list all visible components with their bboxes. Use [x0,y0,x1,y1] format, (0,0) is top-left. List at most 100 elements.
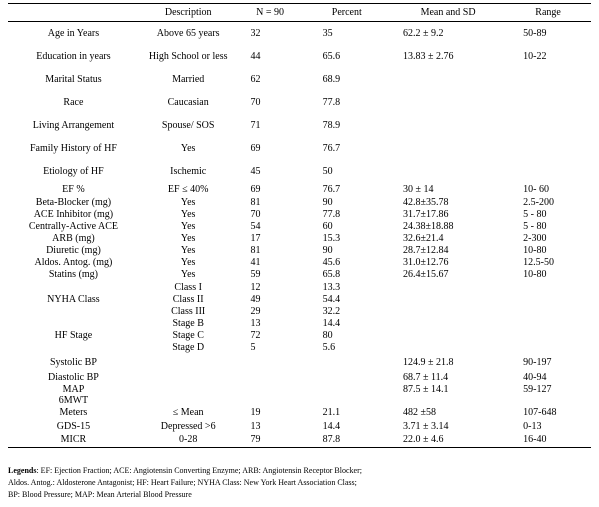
header-cell: Mean and SD [390,3,506,22]
table-cell: 44 [250,51,261,62]
table-cell: NYHA Class [47,293,100,305]
table-cell: 50-89 [523,28,547,39]
table-cell [505,281,591,293]
table-cell: 107-648 [523,407,557,418]
table-cell [303,353,391,371]
table-cell: Beta-Blocker (mg) [35,196,112,208]
table-cell: 62.2 ± 9.2 [402,28,444,39]
table-cell: 0-13 [523,420,542,432]
table-cell: Yes [180,208,196,220]
table-cell: 77.8 [322,97,341,108]
table-row: Etiology of HF Ischemic 45 50 [8,160,591,183]
table-cell [238,395,303,406]
table-cell: 5.6 [322,341,336,353]
table-cell: 68.7 ± 11.4 [402,371,449,383]
table-cell: 70 [250,97,261,108]
table-cell: Yes [180,232,196,244]
table-row: Class I 12 13.3 [8,281,591,293]
table-row: Aldos. Antog. (mg) Yes 41 45.6 31.0±12.76 12.… [8,256,591,268]
table-cell: 90-197 [523,356,552,368]
legend-line: BP: Blood Pressure; MAP: Mean Arterial B… [8,490,192,499]
table-cell: Class III [171,305,206,317]
table-cell: 69 [250,143,261,154]
table-cell: 10-80 [523,244,547,256]
table-cell: 77.8 [322,208,341,220]
table-row: Family History of HF Yes 69 76.7 [8,137,591,160]
table-cell: 62 [250,74,261,85]
table-cell [8,317,139,329]
table-cell: Stage B [172,317,204,329]
table-row: HF Stage Stage C 72 80 [8,329,591,341]
table-cell: Statins (mg) [48,269,99,280]
table-cell: 5 - 80 [523,220,547,232]
table-cell [391,114,505,137]
table-cell: 28.7±12.84 [402,244,449,256]
table-cell: 54 [250,220,261,232]
table-cell: 5 [250,341,256,353]
table-cell: Marital Status [45,74,102,85]
header-cell: Range [505,3,591,22]
table-cell: ≤ Mean [172,407,204,418]
table-cell: Race [63,97,84,108]
table-cell: 81 [250,196,261,208]
legend-line: Aldos. Antog.: Aldosterone Antagonist; H… [8,478,357,487]
table-cell: 60 [322,220,333,232]
table-cell: Yes [180,244,196,256]
table-cell: 6MWT [58,395,89,406]
legend-line: Legends: EF: Ejection Fraction; ACE: Ang… [8,465,593,477]
table-row: Centrally-Active ACE Yes 54 60 24.38±18.88 5 … [8,220,591,232]
legend-text: : EF: Ejection Fraction; ACE: Angiotensi… [36,466,362,475]
table-cell [391,293,505,305]
header-cell: Description [138,3,238,22]
table-cell [391,68,505,91]
table-cell: 81 [250,244,261,256]
table-cell [391,341,505,353]
table-cell: Yes [180,220,196,232]
table-row: Meters ≤ Mean 19 21.1 482 ±58 107-648 [8,406,591,419]
table-cell [303,383,391,395]
table-cell: 32.2 [322,305,341,317]
table-cell: 87.8 [302,433,391,448]
table-cell: Caucasian [167,97,209,108]
table-cell: EF % [62,184,85,195]
table-cell: Systolic BP [49,356,97,368]
table-cell: 22.0 ± 4.6 [390,433,506,448]
table-cell: 32 [250,28,261,39]
header-cell: N = 90 [237,3,303,22]
table-row: Beta-Blocker (mg) Yes 81 90 42.8±35.78 2.5-20… [8,196,591,208]
table-cell: MICR [8,433,139,448]
table-cell [505,91,591,114]
table-cell: 31.7±17.86 [402,208,449,220]
table-cell [238,371,303,383]
table-cell [303,371,391,383]
table-cell [8,281,139,293]
table-cell [391,329,505,341]
table-cell: 482 ±58 [402,407,436,418]
table-cell: 29 [250,305,261,317]
table-cell [391,305,505,317]
table-cell [505,114,591,137]
table-cell [8,341,139,353]
table-cell: 21.1 [322,407,341,418]
table-cell: 26.4±15.67 [402,269,449,280]
table-cell: Meters [59,407,88,418]
table-cell: High School or less [148,51,228,62]
table-row: Stage D 5 5.6 [8,341,591,353]
table-cell: 70 [250,208,261,220]
table-row: NYHA Class Class II 49 54.4 [8,293,591,305]
table-row: Class III 29 32.2 [8,305,591,317]
table-cell: 76.7 [322,143,341,154]
table-cell [505,68,591,91]
table-row: Stage B 13 14.4 [8,317,591,329]
table-cell [391,160,505,183]
table-cell: Yes [180,143,196,154]
table-cell: 65.8 [322,269,341,280]
table-row: GDS-15 Depressed >6 13 14.4 3.71 ± 3.14 0-13 [8,419,591,433]
table-row: Systolic BP 124.9 ± 21.8 90-197 [8,353,591,371]
table-cell [391,317,505,329]
table-cell: Spouse/ SOS [161,120,215,131]
table-cell [505,329,591,341]
table-cell [391,91,505,114]
table-cell [8,305,139,317]
